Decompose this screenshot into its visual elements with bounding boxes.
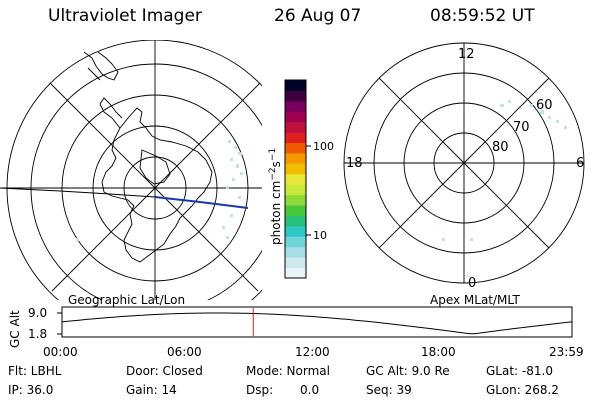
colorbar-tick-label-10: 10 bbox=[313, 229, 327, 242]
apex-ring-70 bbox=[403, 102, 525, 224]
geo-lat-circle bbox=[61, 94, 249, 282]
time-label: 08:59:52 UT bbox=[430, 6, 535, 26]
apex-meridian-diag bbox=[463, 162, 550, 249]
colorbar-cell bbox=[285, 184, 306, 196]
xtick-label: 06:00 bbox=[167, 345, 202, 359]
antarctica-coastline bbox=[101, 107, 213, 263]
geo-lat-circle bbox=[123, 156, 187, 220]
unit-sup1: −2 bbox=[268, 167, 278, 181]
colorbar-cell bbox=[285, 163, 306, 175]
mlt-label-6: 6 bbox=[576, 156, 585, 171]
unit-photon: photon cm bbox=[269, 180, 283, 245]
geo-meridian bbox=[154, 82, 261, 189]
colorbar-cell bbox=[285, 225, 306, 237]
mlat-label-60: 60 bbox=[536, 98, 553, 113]
xtick-label: 23:59 bbox=[549, 345, 584, 359]
colorbar-tick-label-100: 100 bbox=[313, 140, 334, 153]
xtick-label: 00:00 bbox=[43, 345, 78, 359]
apex-meridian-diag bbox=[378, 77, 465, 164]
unit-s: s bbox=[269, 161, 283, 168]
altitude-curve bbox=[61, 312, 573, 335]
colorbar-cell bbox=[285, 142, 306, 154]
colorbar-cell bbox=[285, 90, 306, 102]
aurora-speckles bbox=[76, 140, 243, 241]
info-glon: GLon: 268.2 bbox=[486, 383, 559, 397]
apex-ring-outer bbox=[343, 42, 585, 284]
colorbar-cell bbox=[285, 236, 306, 248]
apex-ring-60 bbox=[373, 72, 555, 254]
geo-meridian bbox=[49, 82, 156, 189]
xtick-label: 12:00 bbox=[295, 345, 330, 359]
info-gc-alt: GC Alt: 9.0 Re bbox=[366, 364, 450, 378]
apex-panel-label: Apex MLat/MLT bbox=[430, 293, 520, 307]
altitude-ylabel: GC Alt bbox=[8, 310, 22, 348]
mlt-label-12: 12 bbox=[458, 47, 475, 62]
apex-aurora-speckles bbox=[442, 100, 567, 241]
apex-meridian-diag bbox=[378, 162, 465, 249]
ytick-label-9: 9.0 bbox=[28, 306, 48, 320]
geo-meridian bbox=[51, 187, 156, 292]
colorbar-cell bbox=[285, 100, 306, 112]
colorbar-unit-label: photon cm−2s−1 bbox=[268, 148, 283, 245]
south-america-coast bbox=[83, 51, 119, 81]
unit-sup2: −1 bbox=[268, 147, 278, 162]
colorbar-cell bbox=[285, 194, 306, 206]
info-gain: Gain: 14 bbox=[126, 383, 177, 397]
antarctic-peninsula bbox=[99, 97, 123, 129]
colorbar-cell bbox=[285, 205, 306, 216]
date-label: 26 Aug 07 bbox=[274, 6, 362, 26]
colorbar-cell bbox=[285, 80, 306, 91]
info-dsp-value: 0.0 bbox=[300, 383, 320, 397]
mlt-label-18: 18 bbox=[346, 156, 363, 171]
colorbar-cell bbox=[285, 257, 306, 269]
satellite-track bbox=[0, 187, 249, 209]
mlat-label-70: 70 bbox=[513, 120, 530, 135]
info-glat: GLat: -81.0 bbox=[486, 364, 553, 378]
ytick-label-1.8: 1.8 bbox=[28, 327, 48, 341]
geo-lat-circle bbox=[30, 63, 262, 300]
ice-shelf bbox=[139, 149, 171, 185]
geo-meridian bbox=[154, 187, 259, 292]
info-seq: Seq: 39 bbox=[366, 383, 412, 397]
info-dsp-label: Dsp: bbox=[246, 383, 274, 397]
mlat-label-80: 80 bbox=[492, 140, 509, 155]
info-door: Door: Closed bbox=[126, 364, 203, 378]
info-mode: Mode: Normal bbox=[246, 364, 330, 378]
colorbar-cell bbox=[285, 111, 306, 123]
geo-lat-circle bbox=[6, 40, 262, 300]
colorbar-cell bbox=[285, 173, 306, 185]
mlt-label-0: 0 bbox=[468, 276, 477, 291]
xtick-label: 18:00 bbox=[421, 345, 456, 359]
colorbar-cell bbox=[285, 267, 306, 279]
colorbar-cell bbox=[285, 121, 306, 133]
colorbar-cell bbox=[285, 246, 306, 258]
apex-ring-80 bbox=[433, 132, 495, 194]
geo-lat-circle bbox=[92, 125, 218, 251]
satellite-track-segment bbox=[154, 196, 249, 209]
colorbar-cell bbox=[285, 152, 306, 164]
info-flt: Flt: LBHL bbox=[8, 364, 62, 378]
instrument-title: Ultraviolet Imager bbox=[48, 6, 202, 26]
altitude-plot-frame bbox=[61, 306, 573, 338]
colorbar-cell bbox=[285, 215, 306, 227]
colorbar-cell bbox=[285, 132, 306, 144]
geo-panel-label: Geographic Lat/Lon bbox=[68, 293, 186, 307]
info-ip: IP: 36.0 bbox=[8, 383, 54, 397]
